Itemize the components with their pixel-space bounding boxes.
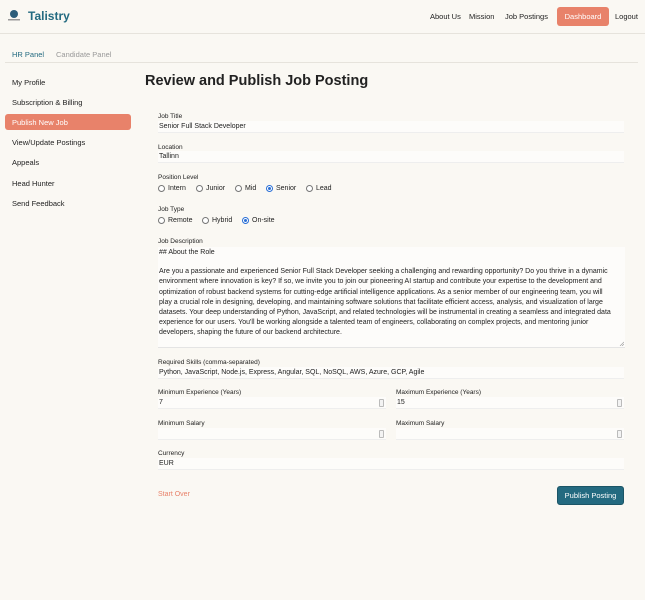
radio-option[interactable]: Intern bbox=[158, 185, 186, 192]
text-line: Are you a passionate and experienced Sen… bbox=[159, 268, 608, 276]
brand[interactable]: Talistry bbox=[28, 9, 70, 23]
number-input[interactable]: 7 bbox=[158, 397, 386, 409]
description-body: Are you a passionate and experienced Sen… bbox=[159, 267, 624, 338]
number-input[interactable]: 15 bbox=[396, 397, 624, 409]
radio-label: Remote bbox=[168, 217, 193, 224]
nav-link[interactable]: Logout bbox=[615, 12, 638, 21]
nav-link[interactable]: Job Postings bbox=[505, 12, 548, 21]
radio-button[interactable] bbox=[242, 217, 249, 224]
radio-option[interactable]: Junior bbox=[196, 185, 225, 192]
tab-active[interactable]: HR Panel bbox=[12, 50, 45, 59]
radio-button[interactable] bbox=[202, 217, 209, 224]
sidebar-item[interactable]: My Profile bbox=[12, 78, 46, 87]
sidebar-item[interactable]: Subscription & Billing bbox=[12, 98, 83, 107]
text-line: developers, shaping the future of our ba… bbox=[159, 329, 342, 337]
label: Job Description bbox=[158, 238, 203, 245]
text-input[interactable]: Tallinn bbox=[158, 151, 624, 163]
dashboard-button[interactable]: Dashboard bbox=[557, 7, 609, 26]
text-input[interactable]: Senior Full Stack Developer bbox=[158, 121, 624, 133]
radio-button[interactable] bbox=[196, 185, 203, 192]
textarea[interactable]: ## About the Role Are you a passionate a… bbox=[158, 247, 625, 348]
label: Minimum Experience (Years) bbox=[158, 389, 242, 396]
resize-handle[interactable] bbox=[619, 341, 624, 346]
radio-label: Lead bbox=[316, 185, 332, 192]
text-line: optimization of robust backend systems f… bbox=[159, 288, 603, 296]
nav-link[interactable]: About Us bbox=[430, 12, 461, 21]
text: ## About the Role bbox=[159, 249, 215, 256]
sidebar-item[interactable]: View/Update Postings bbox=[12, 138, 86, 147]
radio-label: Mid bbox=[245, 185, 257, 192]
start-over-link[interactable]: Start Over bbox=[158, 491, 190, 498]
tab-divider bbox=[5, 62, 638, 63]
radio-button[interactable] bbox=[306, 185, 313, 192]
label: Job Type bbox=[158, 206, 185, 213]
spinner[interactable] bbox=[379, 430, 384, 438]
radio-button[interactable] bbox=[235, 185, 242, 192]
radio-option[interactable]: On-site bbox=[242, 217, 275, 224]
sidebar-item[interactable]: Publish New Job bbox=[12, 118, 68, 127]
tab[interactable]: Candidate Panel bbox=[56, 50, 112, 59]
radio-label: Senior bbox=[276, 185, 297, 192]
radio-option[interactable]: Lead bbox=[306, 185, 332, 192]
label: Minimum Salary bbox=[158, 420, 205, 427]
label: Job Title bbox=[158, 113, 183, 120]
logo-icon bbox=[8, 10, 20, 21]
page-title: Review and Publish Job Posting bbox=[145, 73, 369, 89]
active-item-bg bbox=[5, 114, 131, 130]
radio-label: Intern bbox=[168, 185, 186, 192]
spinner[interactable] bbox=[617, 430, 622, 438]
radio-button[interactable] bbox=[158, 217, 165, 224]
text-input[interactable]: EUR bbox=[158, 458, 624, 470]
logo bbox=[6, 8, 22, 22]
radio-label: On-site bbox=[252, 217, 275, 224]
label: Required Skills (comma-separated) bbox=[158, 359, 260, 366]
sidebar-item[interactable]: Appeals bbox=[12, 158, 40, 167]
sidebar-item[interactable]: Head Hunter bbox=[12, 179, 55, 188]
publish-button[interactable]: Publish Posting bbox=[557, 486, 624, 505]
text-line: environment where innovation is key? If … bbox=[159, 278, 602, 286]
radio-option[interactable]: Remote bbox=[158, 217, 193, 224]
label: Currency bbox=[158, 450, 185, 457]
spinner[interactable] bbox=[617, 399, 622, 407]
nav-link[interactable]: Mission bbox=[469, 12, 495, 21]
radio-option[interactable]: Hybrid bbox=[202, 217, 232, 224]
radio-option[interactable]: Mid bbox=[235, 185, 256, 192]
radio-label: Hybrid bbox=[212, 217, 233, 224]
text-line: datasets. Your deep understanding of Pyt… bbox=[159, 309, 611, 317]
label: Maximum Experience (Years) bbox=[396, 389, 482, 396]
radio-button[interactable] bbox=[266, 185, 273, 192]
number-input[interactable] bbox=[158, 428, 386, 440]
label: Location bbox=[158, 144, 183, 151]
text-input[interactable]: Python, JavaScript, Node.js, Express, An… bbox=[158, 367, 624, 379]
spacer bbox=[159, 258, 624, 267]
radio-label: Junior bbox=[206, 185, 226, 192]
spinner[interactable] bbox=[379, 399, 384, 407]
label: Position Level bbox=[158, 174, 199, 181]
label: Maximum Salary bbox=[396, 420, 445, 427]
text-line: play a crucial role in designing, develo… bbox=[159, 298, 603, 306]
sidebar-item[interactable]: Send Feedback bbox=[12, 199, 65, 208]
number-input[interactable] bbox=[396, 428, 624, 440]
radio-button[interactable] bbox=[158, 185, 165, 192]
header-divider bbox=[0, 33, 645, 34]
radio-option[interactable]: Senior bbox=[266, 185, 296, 192]
text-line: experience for our users. You'll be work… bbox=[159, 319, 589, 327]
